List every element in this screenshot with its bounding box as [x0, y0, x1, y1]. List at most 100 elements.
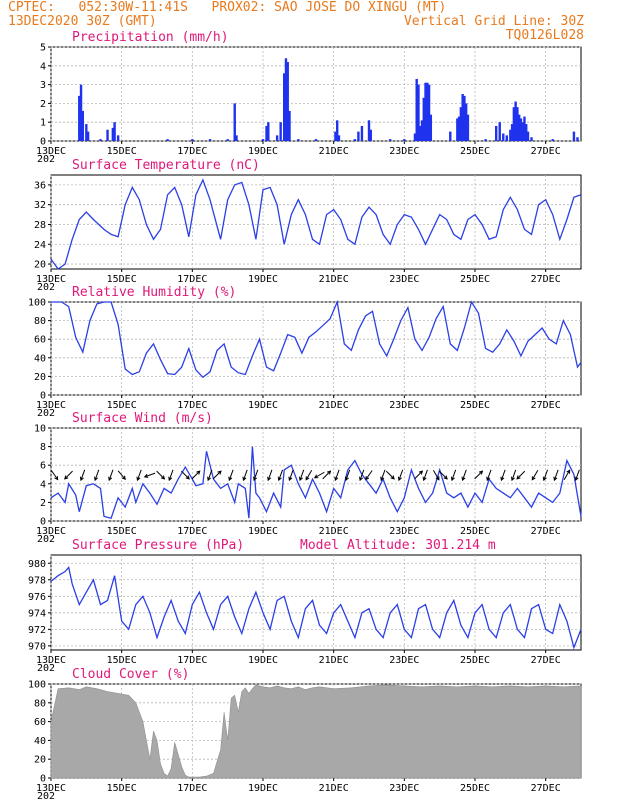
- x-tick-label: 21DEC: [319, 526, 349, 537]
- y-tick-label: 0: [40, 391, 46, 402]
- wind-arrow-shaft: [531, 469, 539, 481]
- precip-bar: [415, 78, 418, 141]
- precip-bar: [419, 125, 422, 141]
- wind-arrow: [79, 469, 86, 482]
- precip-bar: [530, 137, 533, 141]
- y-tick-label: 2: [40, 99, 46, 110]
- x-tick-label: 19DEC: [248, 274, 278, 285]
- precip-bar: [233, 103, 236, 141]
- y-tick-label: 0: [40, 517, 46, 528]
- wind-arrow-shaft: [314, 471, 325, 479]
- x-tick-label: 15DEC: [107, 146, 137, 157]
- wind-arrow-shaft: [94, 469, 100, 481]
- precip-bar: [459, 107, 463, 141]
- x-tick-label: 25DEC: [460, 274, 490, 285]
- x-tick-label: 13DEC: [36, 274, 66, 285]
- precip-bar: [265, 125, 268, 141]
- x-tick-label: 17DEC: [177, 400, 207, 411]
- precip-bar: [498, 122, 501, 141]
- series-line: [50, 565, 582, 650]
- x-tick-label: 17DEC: [177, 274, 207, 285]
- x-tick-label: 15DEC: [107, 526, 137, 537]
- y-tick-label: 2: [40, 498, 46, 509]
- wind-arrow-head: [277, 476, 282, 482]
- precip-bar: [367, 120, 371, 141]
- wind-arrow-shaft: [305, 469, 313, 481]
- panel-title: Relative Humidity (%): [72, 285, 236, 300]
- wind-arrow-shaft: [516, 470, 526, 480]
- wind-arrow: [422, 469, 428, 482]
- y-tick-label: 972: [28, 625, 46, 636]
- wind-arrow-head: [566, 469, 571, 474]
- wind-arrow-shaft: [423, 469, 428, 481]
- wind-arrow-head: [288, 476, 293, 482]
- wind-arrow-head: [450, 476, 455, 482]
- wind-arrow-shaft: [242, 469, 248, 481]
- precip-bar: [509, 129, 512, 141]
- precip-bar: [510, 124, 514, 141]
- precip-bar: [429, 114, 433, 141]
- precip-bar: [426, 82, 429, 141]
- wind-arrow-head: [94, 476, 99, 482]
- wind-arrow-shaft: [511, 469, 517, 481]
- x-year-label: 202: [37, 154, 55, 165]
- panel-frame: [50, 301, 582, 396]
- wind-arrow-head: [500, 476, 505, 482]
- wind-arrow-shaft: [181, 470, 190, 480]
- x-tick-label: 17DEC: [177, 526, 207, 537]
- wind-arrow-head: [461, 476, 466, 482]
- precip-bar: [106, 129, 109, 141]
- precip-bar: [283, 73, 286, 141]
- wind-arrow-shaft: [474, 470, 483, 480]
- x-tick-label: 13DEC: [36, 655, 66, 666]
- precip-bar: [461, 94, 464, 141]
- precip-bar: [275, 135, 279, 141]
- wind-arrow: [322, 470, 332, 480]
- wind-arrow-head: [516, 475, 521, 480]
- header-grid-note: Vertical Grid Line: 30Z: [403, 14, 584, 29]
- precip-bar: [267, 122, 270, 141]
- x-tick-label: 23DEC: [389, 526, 419, 537]
- wind-arrow-head: [380, 476, 385, 482]
- x-tick-label: 19DEC: [248, 783, 278, 794]
- x-tick-label: 27DEC: [531, 400, 561, 411]
- wind-arrow-head: [334, 476, 339, 482]
- header-model-id: TQ0126L028: [505, 28, 584, 43]
- wind-arrow-shaft: [414, 470, 423, 480]
- x-tick-label: 15DEC: [107, 655, 137, 666]
- x-tick-label: 17DEC: [177, 146, 207, 157]
- wind-arrow: [397, 469, 404, 482]
- precip-bar: [424, 82, 427, 141]
- wind-arrow-head: [207, 476, 212, 482]
- wind-arrow: [143, 472, 156, 478]
- precip-bar: [517, 114, 521, 141]
- wind-arrow-head: [422, 476, 427, 482]
- precip-bar: [261, 139, 265, 141]
- x-tick-label: 13DEC: [36, 526, 66, 537]
- y-tick-label: 40: [34, 353, 46, 364]
- x-tick-label: 27DEC: [531, 655, 561, 666]
- wind-arrow-head: [79, 476, 84, 482]
- precip-bar: [516, 107, 519, 141]
- wind-arrow: [117, 470, 126, 481]
- wind-arrow-head: [418, 470, 424, 475]
- series-line: [50, 446, 582, 519]
- precip-bar: [457, 116, 461, 141]
- panel-title: Surface Temperature (nC): [72, 158, 260, 173]
- wind-arrow: [461, 469, 467, 482]
- precip-bar: [572, 131, 576, 141]
- x-tick-label: 23DEC: [389, 655, 419, 666]
- wind-arrow: [516, 470, 526, 480]
- y-tick-label: 80: [34, 316, 46, 327]
- wind-arrow-shaft: [278, 469, 284, 481]
- wind-arrow-shaft: [380, 469, 386, 481]
- precip-bar: [521, 122, 524, 141]
- precip-bar: [420, 120, 424, 141]
- wind-arrow-head: [531, 476, 536, 481]
- wind-arrow: [168, 469, 174, 482]
- panel-frame: [50, 427, 582, 522]
- precip-bar: [288, 110, 291, 141]
- wind-arrow-shaft: [299, 469, 305, 481]
- panel-frame: [50, 46, 582, 142]
- precip-bar: [235, 135, 238, 141]
